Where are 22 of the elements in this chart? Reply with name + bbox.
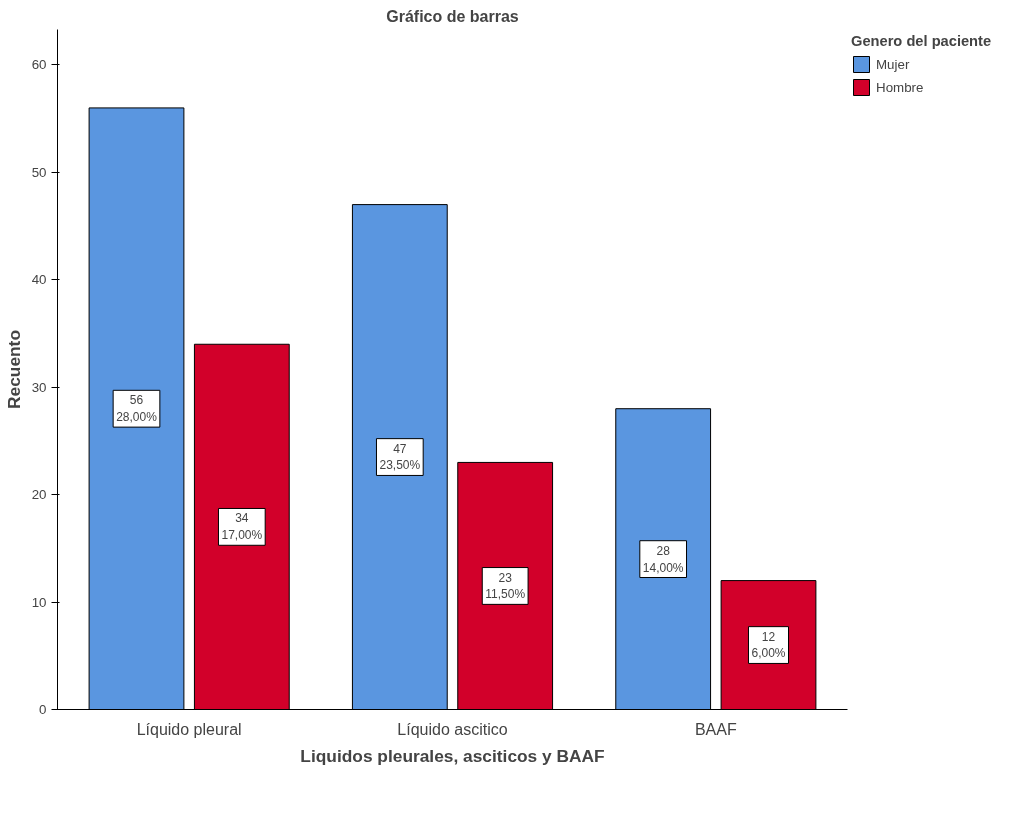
- chart-title: Gráfico de barras: [386, 7, 519, 25]
- y-tick-label: 30: [31, 379, 47, 395]
- y-tick-label: 20: [31, 487, 47, 503]
- y-tick-label: 10: [31, 594, 47, 610]
- y-tick-label: 0: [39, 702, 47, 717]
- y-tick-label: 60: [31, 57, 47, 73]
- x-tick-label: Líquido pleural: [136, 720, 242, 738]
- data-label: 47 23,50%: [379, 441, 421, 473]
- x-axis-title: Liquidos pleurales, asciticos y BAAF: [300, 745, 605, 766]
- legend-label: Hombre: [876, 79, 924, 95]
- data-label: 56 28,00%: [116, 393, 158, 425]
- data-label: 12 6,00%: [751, 629, 786, 661]
- x-tick-label: BAAF: [694, 720, 737, 738]
- y-axis-title: Recuento: [3, 330, 24, 409]
- x-tick-label: Líquido ascitico: [397, 720, 508, 738]
- y-tick-label: 50: [31, 164, 47, 180]
- legend-label: Mujer: [876, 56, 910, 72]
- data-label: 34 17,00%: [221, 511, 263, 543]
- legend-title: Genero del paciente: [851, 33, 992, 49]
- data-label: 28 14,00%: [642, 543, 684, 575]
- y-tick-label: 40: [31, 272, 47, 288]
- data-label: 23 11,50%: [485, 570, 526, 602]
